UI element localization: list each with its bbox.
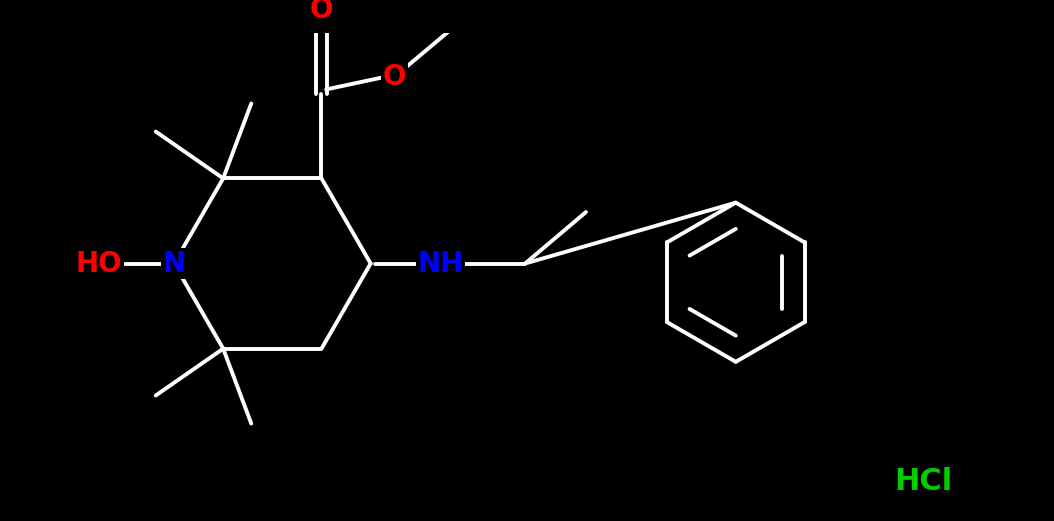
Text: HO: HO xyxy=(76,250,122,278)
Text: N: N xyxy=(162,250,186,278)
Text: O: O xyxy=(383,63,406,91)
Text: NH: NH xyxy=(417,250,464,278)
Text: O: O xyxy=(310,0,333,24)
Text: HCl: HCl xyxy=(894,467,952,496)
